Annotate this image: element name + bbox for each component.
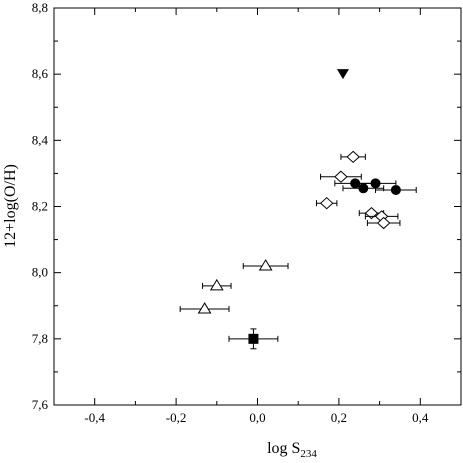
- data-point-circle: [370, 178, 381, 189]
- marks-layer: [179, 69, 417, 350]
- data-point-diamond: [346, 150, 360, 164]
- y-tick-label: 8,0: [32, 265, 48, 280]
- data-point-circle: [390, 184, 401, 195]
- plot-frame: [53, 7, 462, 406]
- data-point-triangle: [209, 278, 224, 291]
- data-point-square: [248, 333, 259, 344]
- data-point-diamond: [376, 216, 391, 230]
- x-tick-label: 0,4: [412, 410, 429, 425]
- x-axis-label-main: log S: [267, 440, 300, 457]
- x-tick-label: -0,4: [84, 410, 105, 425]
- data-point-triangle: [197, 302, 212, 314]
- y-tick-label: 7,6: [32, 397, 49, 412]
- x-tick-label: 0,2: [331, 410, 347, 425]
- data-point-circle: [358, 183, 369, 194]
- y-tick-label: 7,8: [32, 331, 48, 346]
- y-tick-label: 8,6: [32, 66, 49, 81]
- y-tick-label: 8,2: [32, 199, 48, 214]
- x-axis-label-sub: 234: [300, 448, 317, 460]
- y-tick-label: 8,4: [32, 132, 49, 147]
- data-point-diamond: [364, 206, 379, 220]
- data-point-triangle: [258, 259, 273, 271]
- data-point-diamond: [319, 197, 334, 210]
- x-axis-label: log S234: [267, 440, 317, 460]
- ticks-layer: -0,4 -0,2 0,0 0,2 0,4 7,6 7,8 8,0 8,2 8,4 8,6 8,8: [32, 0, 462, 425]
- data-point-diamond: [334, 170, 348, 183]
- y-axis-label: 12+log(O/H): [2, 164, 19, 248]
- x-tick-label: 0,0: [249, 410, 265, 425]
- x-tick-label: -0,2: [166, 410, 187, 425]
- y-tick-label: 8,8: [32, 0, 48, 15]
- data-point-triangle-down: [336, 69, 349, 80]
